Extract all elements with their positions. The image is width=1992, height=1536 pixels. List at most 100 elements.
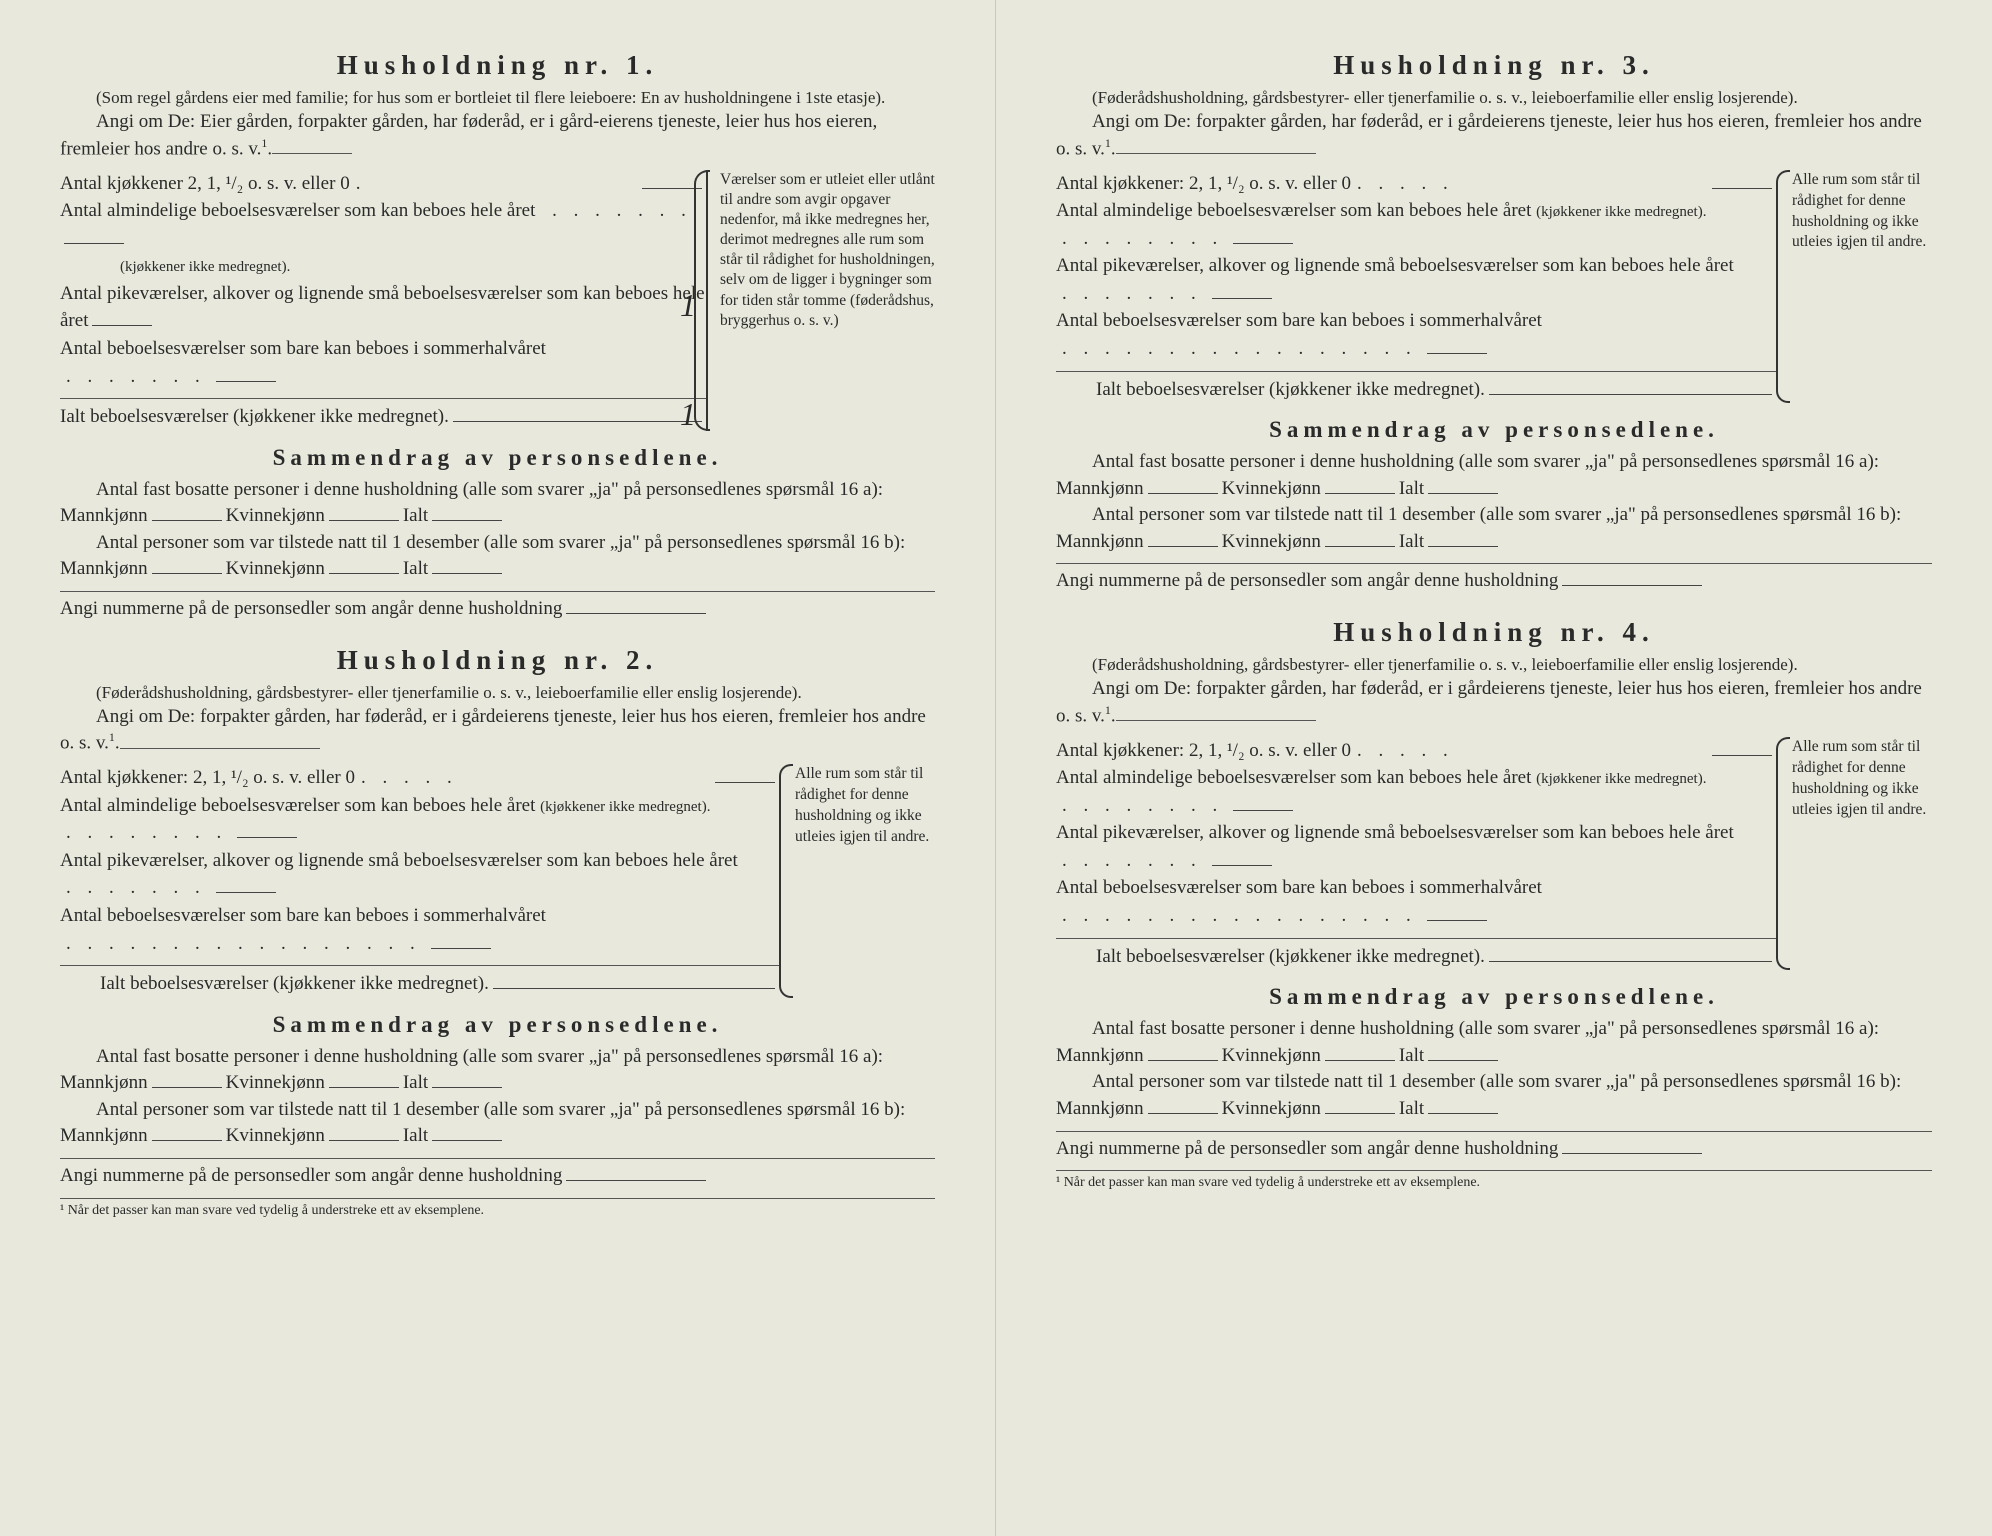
household-3-instr: Angi om De: forpakter gården, har føderå… <box>1056 109 1932 162</box>
blank <box>1489 394 1772 395</box>
rooms-allyear-blank <box>64 243 124 244</box>
blank <box>1562 585 1702 586</box>
blank <box>432 1140 502 1141</box>
divider <box>60 591 935 592</box>
blank-k2 <box>329 573 399 574</box>
sup-1: 1 <box>261 136 267 150</box>
label: Antal pikeværelser, alkover og lignende … <box>60 850 738 871</box>
dots: . . . . . . . . . . . . . . . . . <box>1062 338 1417 359</box>
blank <box>1325 1060 1395 1061</box>
dots: . <box>356 170 632 198</box>
side-note-2: Alle rum som står til rådighet for denne… <box>779 764 935 997</box>
rooms-allyear: Antal almindelige beboelsesværelser som … <box>60 197 706 280</box>
label: Ialt <box>1399 531 1424 552</box>
angi-num-4: Angi nummerne på de personsedler som ang… <box>1056 1136 1932 1163</box>
household-2-title: Husholdning nr. 2. <box>60 645 935 676</box>
text: Antal personer som var tilstede natt til… <box>60 1099 905 1147</box>
blank <box>1325 1113 1395 1114</box>
left-page: Husholdning nr. 1. (Som regel gårdens ei… <box>0 0 996 1536</box>
blank <box>1562 1153 1702 1154</box>
blank <box>715 782 775 783</box>
angi-blank <box>566 613 706 614</box>
angi-num-3: Angi nummerne på de personsedler som ang… <box>1056 568 1932 595</box>
footnote-right: ¹ Når det passer kan man svare ved tydel… <box>1056 1170 1932 1191</box>
text: Angi nummerne på de personsedler som ang… <box>60 1165 562 1186</box>
blank <box>1116 720 1316 721</box>
dots: . . . . . . . <box>66 366 206 387</box>
divider <box>1056 1131 1932 1132</box>
household-4-title: Husholdning nr. 4. <box>1056 617 1932 648</box>
label: Kvinnekjønn <box>226 1125 325 1146</box>
dots: . . . . . . . <box>541 200 692 221</box>
summary-2a: Antal fast bosatte personer i denne hush… <box>60 1044 935 1097</box>
suffix: (kjøkkener ikke medregnet). <box>1536 771 1706 787</box>
household-4-instr: Angi om De: forpakter gården, har føderå… <box>1056 676 1932 729</box>
sup: 1 <box>1105 136 1111 150</box>
summary-1b: Antal personer som var tilstede natt til… <box>60 530 935 583</box>
instr-blank <box>272 153 352 154</box>
rooms-summer: Antal beboelsesværelser som bare kan beb… <box>60 335 706 390</box>
sup: 1 <box>1105 703 1111 717</box>
rooms-small-label: Antal pikeværelser, alkover og lignende … <box>60 283 705 332</box>
sup-2: 1 <box>109 730 115 744</box>
rooms-summer-blank <box>216 381 276 382</box>
label: Kvinnekjønn <box>226 1072 325 1093</box>
text: Antal personer som var tilstede natt til… <box>1056 504 1901 552</box>
rooms-total-label: Ialt beboelsesværelser (kjøkkener ikke m… <box>60 403 449 431</box>
text: Antal fast bosatte personer i denne hush… <box>1056 451 1879 499</box>
divider <box>1056 563 1932 564</box>
blank-i2 <box>432 573 502 574</box>
blank <box>566 1180 706 1181</box>
kvinne-label2: Kvinnekjønn <box>226 558 325 579</box>
summary-1b-text: Antal personer som var tilstede natt til… <box>60 532 905 580</box>
blank <box>432 1087 502 1088</box>
label: Ialt <box>403 1072 428 1093</box>
summary-4a: Antal fast bosatte personer i denne hush… <box>1056 1016 1932 1069</box>
rooms-small: Antal pikeværelser, alkover og lignende … <box>60 280 706 335</box>
blank <box>1233 243 1293 244</box>
household-4: Husholdning nr. 4. (Føderådshusholdning,… <box>1056 617 1932 1191</box>
rooms-summer-3: Antal beboelsesværelser som bare kan beb… <box>1056 307 1776 362</box>
household-3-note: (Føderådshusholdning, gårdsbestyrer- ell… <box>1056 87 1932 109</box>
dots: . . . . . . . . <box>1062 795 1223 816</box>
text: Antal fast bosatte personer i denne hush… <box>1056 1018 1879 1066</box>
blank-k <box>329 520 399 521</box>
blank <box>1489 961 1772 962</box>
household-1: Husholdning nr. 1. (Som regel gårdens ei… <box>60 50 935 623</box>
blank <box>1325 546 1395 547</box>
rooms-total-blank <box>453 421 702 422</box>
rooms-main-2: Antal kjøkkener: 2, 1, ¹/₂ o. s. v. elle… <box>60 764 779 997</box>
kitchens-blank <box>642 188 702 189</box>
kitchens-label-2: Antal kjøkkener: 2, 1, ¹/₂ o. s. v. elle… <box>60 764 355 792</box>
blank <box>1148 1060 1218 1061</box>
household-2-instr: Angi om De: forpakter gården, har føderå… <box>60 704 935 757</box>
household-3-title: Husholdning nr. 3. <box>1056 50 1932 81</box>
label: Antal almindelige beboelsesværelser som … <box>1056 200 1531 221</box>
rooms-total-2: Ialt beboelsesværelser (kjøkkener ikke m… <box>100 970 489 998</box>
blank <box>1427 353 1487 354</box>
blank <box>1428 546 1498 547</box>
rooms-main-1: Antal kjøkkener 2, 1, ¹/₂ o. s. v. eller… <box>60 170 706 431</box>
summary-3a: Antal fast bosatte personer i denne hush… <box>1056 449 1932 502</box>
blank <box>237 837 297 838</box>
label: Antal pikeværelser, alkover og lignende … <box>1056 822 1734 843</box>
label: Kvinnekjønn <box>1222 478 1321 499</box>
dots: . . . . . . . . . . . . . . . . . <box>66 933 421 954</box>
blank <box>1148 1113 1218 1114</box>
label: Ialt <box>403 1125 428 1146</box>
text: Antal fast bosatte personer i denne hush… <box>60 1046 883 1094</box>
text: Angi om De: forpakter gården, har føderå… <box>1056 678 1922 726</box>
rooms-allyear-label: Antal almindelige beboelsesværelser som … <box>60 200 535 221</box>
angi-num-text: Angi nummerne på de personsedler som ang… <box>60 598 562 619</box>
rooms-summer-4: Antal beboelsesværelser som bare kan beb… <box>1056 874 1776 929</box>
summary-1a: Antal fast bosatte personer i denne hush… <box>60 477 935 530</box>
dots: . . . . . . . . . . . . . . . . . <box>1062 905 1417 926</box>
rooms-main-4: Antal kjøkkener: 2, 1, ¹/₂ o. s. v. elle… <box>1056 737 1776 970</box>
blank <box>1712 188 1772 189</box>
label: Kvinnekjønn <box>1222 1045 1321 1066</box>
rooms-small-blank <box>92 325 152 326</box>
kitchens-label-3: Antal kjøkkener: 2, 1, ¹/₂ o. s. v. elle… <box>1056 170 1351 198</box>
household-3: Husholdning nr. 3. (Føderådshusholdning,… <box>1056 50 1932 595</box>
summary-2b: Antal personer som var tilstede natt til… <box>60 1097 935 1150</box>
blank <box>329 1087 399 1088</box>
